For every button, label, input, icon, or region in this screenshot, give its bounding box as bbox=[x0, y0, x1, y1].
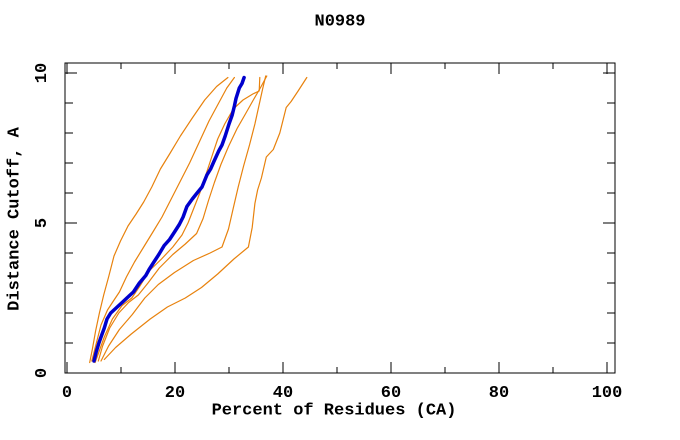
x-tick-label: 0 bbox=[62, 384, 72, 403]
series-orange-5 bbox=[100, 75, 267, 362]
series-orange-4 bbox=[97, 75, 268, 362]
series-blue-main bbox=[92, 75, 246, 363]
x-tick-label: 80 bbox=[489, 384, 509, 403]
series-orange-6 bbox=[103, 76, 308, 361]
series-orange-3 bbox=[94, 76, 261, 364]
x-tick-label: 60 bbox=[381, 384, 401, 403]
series-orange-1 bbox=[89, 76, 229, 364]
y-axis-label: Distance Cutoff, A bbox=[5, 127, 25, 311]
y-tick-label: 0 bbox=[33, 368, 52, 378]
x-tick-label: 20 bbox=[165, 384, 185, 403]
x-axis-label: Percent of Residues (CA) bbox=[211, 401, 457, 421]
y-tick-label: 10 bbox=[33, 63, 52, 83]
x-tick-label: 40 bbox=[273, 384, 293, 403]
chart-title: N0989 bbox=[314, 12, 366, 32]
plot-border bbox=[64, 62, 616, 374]
x-tick-label: 100 bbox=[592, 384, 623, 403]
y-tick-label: 5 bbox=[33, 218, 52, 228]
series-orange-2 bbox=[91, 76, 235, 362]
